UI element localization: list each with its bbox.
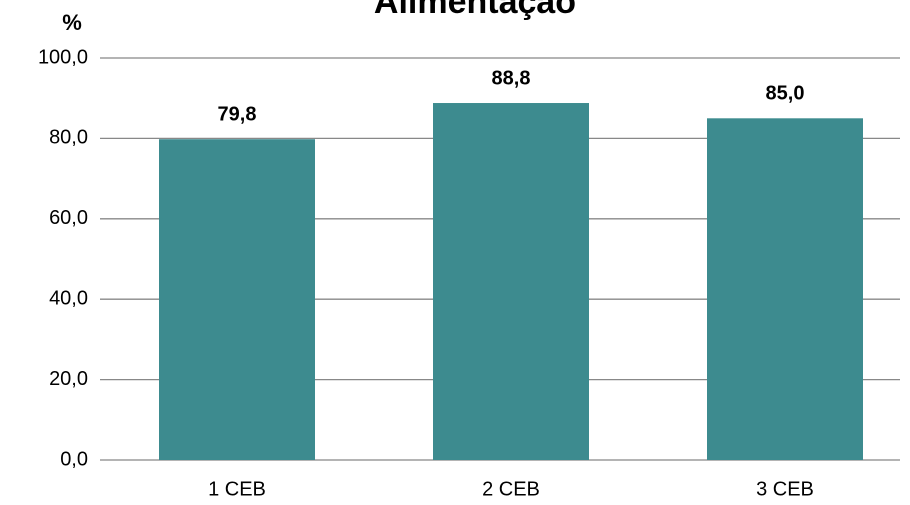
x-tick-label: 3 CEB bbox=[756, 478, 814, 500]
chart-title: Alimentação bbox=[374, 0, 576, 21]
y-tick-label: 100,0 bbox=[38, 46, 88, 68]
bar bbox=[159, 139, 315, 461]
bar bbox=[433, 103, 589, 461]
y-tick-label: 40,0 bbox=[49, 287, 88, 309]
bar bbox=[707, 118, 863, 461]
value-label: 85,0 bbox=[766, 83, 805, 105]
y-tick-label: 60,0 bbox=[49, 207, 88, 229]
y-axis-label: % bbox=[62, 10, 82, 35]
y-tick-label: 80,0 bbox=[49, 127, 88, 149]
value-label: 88,8 bbox=[492, 67, 531, 89]
x-tick-label: 1 CEB bbox=[208, 478, 266, 500]
x-tick-label: 2 CEB bbox=[482, 478, 540, 500]
value-label: 79,8 bbox=[218, 103, 257, 125]
y-tick-label: 20,0 bbox=[49, 368, 88, 390]
y-tick-label: 0,0 bbox=[60, 448, 88, 470]
